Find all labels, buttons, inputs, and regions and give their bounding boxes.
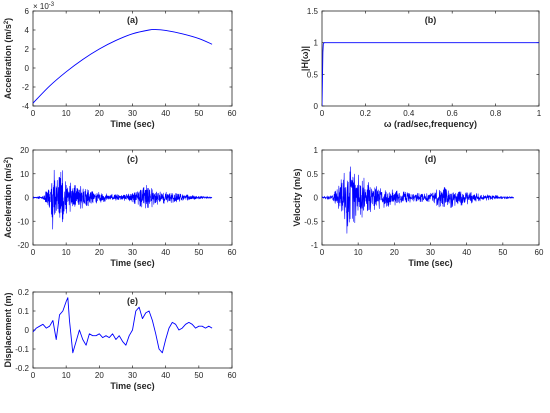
x-tick-label-b: 0.6 (447, 109, 459, 118)
x-tick-label-e: 10 (62, 371, 71, 380)
x-tick-label-b: 1 (537, 109, 542, 118)
x-axis-label-b: ω (rad/sec,frequency) (384, 119, 477, 129)
y-tick-label-d: -1 (311, 241, 319, 250)
y-tick-label-c: -20 (17, 241, 29, 250)
y-axis-label-text-c: Acceleration (m/s (3, 163, 13, 238)
x-axis-label-a: Time (sec) (110, 119, 154, 129)
panel-d: 0 10 20 30 40 50 60 -1 -0.5 0 0.5 1 (d) Time (sec) Vel… (292, 146, 544, 268)
x-tick-label-a: 0 (31, 109, 36, 118)
x-tick-label-d: 40 (462, 248, 471, 257)
panel-b: 0 0.2 0.4 0.6 0.8 1 0 0.5 1 1.5 (b) ω (rad/sec,freq… (300, 7, 542, 129)
y-axis-label-text-e: Displacement (m) (3, 292, 13, 367)
y-axis-label-d: Velocity (m/s) (292, 168, 302, 226)
y-tick-label-b: 1 (314, 39, 319, 48)
y-tick-label-a: 2 (25, 45, 30, 54)
y-axis-label-end-c: ) (3, 157, 13, 160)
x-axis-label-d: Time (sec) (408, 258, 452, 268)
panel-e: 0 10 20 30 40 50 60 -0.2 -0.1 0 0.1 0.2 (e) Time (sec… (3, 288, 237, 391)
x-tick-label-e: 60 (228, 371, 237, 380)
y-tick-label-a: 0 (25, 64, 30, 73)
y-axis-label-sup-a: 2 (4, 20, 10, 24)
series-line-a (33, 29, 213, 104)
series-line-b (322, 42, 539, 106)
panel-a: 0 10 20 30 40 50 60 -4 -2 0 2 4 6 (a) Time (sec) Accele… (3, 2, 237, 129)
axes-box-b (321, 10, 540, 107)
y-tick-label-d: -0.5 (304, 217, 318, 226)
x-tick-label-a: 60 (228, 109, 237, 118)
y-tick-label-a: 6 (25, 7, 30, 16)
y-tick-label-c: 0 (25, 194, 30, 203)
y-tick-label-b: 0.5 (307, 70, 319, 79)
x-tick-label-a: 30 (128, 109, 137, 118)
x-tick-label-e: 30 (128, 371, 137, 380)
y-axis-label-text-b: |H(ω)| (300, 46, 310, 71)
panel-title-d: (d) (425, 154, 437, 164)
x-tick-label-e: 20 (95, 371, 104, 380)
x-tick-label-d: 50 (498, 248, 507, 257)
series-line-e (33, 297, 213, 354)
y-tick-label-e: -0.1 (15, 345, 29, 354)
y-tick-label-c: 10 (20, 170, 29, 179)
y-axis-label-a: Acceleration (m/s2) (3, 18, 13, 99)
y-axis-label-b: |H(ω)| (300, 46, 310, 71)
y-tick-label-a: -2 (22, 83, 30, 92)
x-tick-label-d: 60 (535, 248, 544, 257)
series-line-c (33, 169, 213, 230)
x-tick-label-d: 0 (320, 248, 325, 257)
x-axis-label-e: Time (sec) (110, 381, 154, 391)
x-tick-label-b: 0.4 (403, 109, 415, 118)
x-tick-label-c: 10 (62, 248, 71, 257)
y-axis-exponent-base-a: × 10 (33, 2, 49, 11)
y-axis-label-c: Acceleration (m/s2) (3, 157, 13, 238)
panel-c: 0 10 20 30 40 50 60 -20 -10 0 10 20 (c) Time (sec) Acc… (3, 146, 237, 268)
x-tick-label-b: 0 (320, 109, 325, 118)
x-tick-label-a: 20 (95, 109, 104, 118)
panel-title-c: (c) (127, 154, 138, 164)
x-tick-label-b: 0.2 (360, 109, 372, 118)
y-axis-label-text-d: Velocity (m/s) (292, 168, 302, 226)
x-tick-label-c: 0 (31, 248, 36, 257)
x-tick-label-d: 20 (390, 248, 399, 257)
x-tick-label-d: 30 (426, 248, 435, 257)
y-tick-label-a: 4 (25, 26, 30, 35)
x-tick-label-e: 50 (194, 371, 203, 380)
x-tick-label-b: 0.8 (490, 109, 502, 118)
y-axis-label-e: Displacement (m) (3, 292, 13, 367)
x-tick-label-c: 60 (228, 248, 237, 257)
y-tick-label-e: -0.2 (15, 364, 29, 373)
x-tick-label-c: 20 (95, 248, 104, 257)
panel-title-a: (a) (127, 15, 138, 25)
panel-title-e: (e) (127, 296, 138, 306)
panel-title-b: (b) (425, 15, 437, 25)
x-tick-label-e: 40 (161, 371, 170, 380)
y-tick-label-c: -10 (17, 217, 29, 226)
y-axis-label-sup-c: 2 (4, 159, 10, 163)
x-tick-label-e: 0 (31, 371, 36, 380)
y-tick-label-d: 0 (314, 194, 319, 203)
x-tick-label-d: 10 (354, 248, 363, 257)
x-tick-label-a: 40 (161, 109, 170, 118)
y-tick-label-e: 0.2 (18, 288, 30, 297)
y-tick-label-c: 20 (20, 146, 29, 155)
x-axis-label-c: Time (sec) (110, 258, 154, 268)
y-axis-label-end-a: ) (3, 18, 13, 21)
y-tick-label-e: 0.1 (18, 307, 30, 316)
series-line-d (322, 166, 514, 234)
x-tick-label-c: 50 (194, 248, 203, 257)
y-tick-label-e: 0 (25, 326, 30, 335)
x-tick-label-a: 10 (62, 109, 71, 118)
y-tick-label-b: 0 (314, 102, 319, 111)
y-axis-exponent-power-a: -3 (49, 2, 55, 8)
axes-box-a (32, 10, 233, 107)
y-tick-label-a: -4 (22, 102, 30, 111)
y-tick-label-d: 1 (314, 146, 319, 155)
y-axis-label-text-a: Acceleration (m/s (3, 24, 13, 99)
y-tick-label-d: 0.5 (307, 170, 319, 179)
y-axis-exponent-a: × 10-3 (33, 2, 55, 11)
x-tick-label-c: 40 (161, 248, 170, 257)
x-tick-label-a: 50 (194, 109, 203, 118)
x-tick-label-c: 30 (128, 248, 137, 257)
y-tick-label-b: 1.5 (307, 7, 319, 16)
